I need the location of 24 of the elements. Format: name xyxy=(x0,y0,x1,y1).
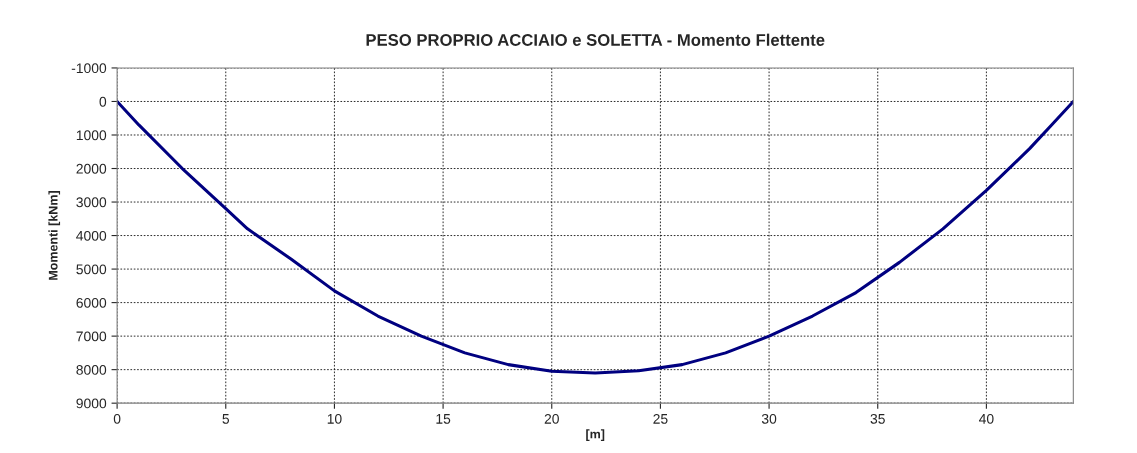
x-tick-label: 30 xyxy=(761,413,777,424)
y-tick-label: -1000 xyxy=(71,63,107,74)
line-series xyxy=(117,99,1074,375)
y-tick-label: 9000 xyxy=(76,398,107,409)
x-tick-label: 40 xyxy=(978,413,994,424)
y-tick-label: 7000 xyxy=(76,331,107,342)
y-tick-label: 5000 xyxy=(76,264,107,275)
y-tick-label: 0 xyxy=(99,96,107,107)
y-axis-title: Momenti [kNm] xyxy=(48,191,61,280)
y-tick-label: 2000 xyxy=(76,163,107,174)
y-tick-label: 6000 xyxy=(76,297,107,308)
x-tick-label: 25 xyxy=(653,413,668,424)
x-tick-label: 10 xyxy=(327,413,342,424)
chart-title: PESO PROPRIO ACCIAIO e SOLETTA - Momento Flettente xyxy=(366,33,825,46)
x-axis-title: [m] xyxy=(586,429,605,441)
y-tick-label: 1000 xyxy=(76,130,107,141)
x-tick-label: 0 xyxy=(113,413,121,424)
y-tick-label: 8000 xyxy=(76,364,107,375)
y-tick-label: 4000 xyxy=(76,230,107,241)
y-tick-label: 3000 xyxy=(76,197,107,208)
x-tick-label: 5 xyxy=(222,414,230,424)
x-tick-label: 20 xyxy=(544,413,559,424)
x-tick-label: 35 xyxy=(870,413,885,424)
x-tick-label: 15 xyxy=(436,414,451,424)
